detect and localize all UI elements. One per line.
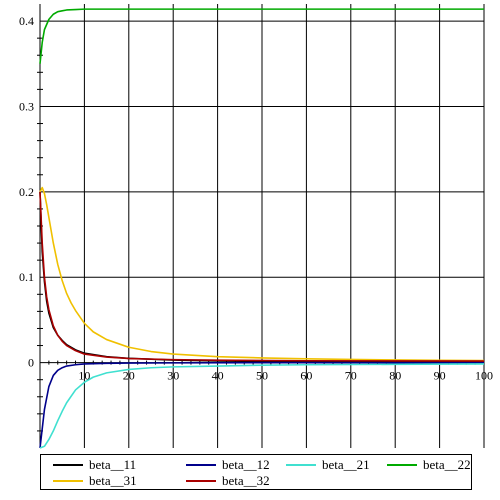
y-tick-label: 0.2	[19, 185, 34, 199]
legend-item: beta__22	[387, 457, 471, 473]
x-tick-label: 60	[300, 369, 312, 383]
legend-swatch	[53, 464, 83, 466]
legend-label: beta__22	[423, 457, 471, 472]
legend-item: beta__32	[186, 473, 270, 489]
legend-item: beta__21	[286, 457, 370, 473]
grid	[40, 4, 485, 448]
y-tick-label: 0.3	[19, 99, 34, 113]
series-line-beta-21	[39, 363, 485, 449]
legend-swatch	[186, 464, 216, 466]
legend-label: beta__12	[222, 457, 270, 472]
x-tick-label: 30	[167, 369, 179, 383]
legend-swatch	[387, 464, 417, 466]
legend-label: beta__21	[322, 457, 370, 472]
legend-label: beta__11	[89, 457, 137, 472]
legend-swatch	[53, 480, 83, 482]
x-tick-label: 10	[78, 369, 90, 383]
series-line-beta-22	[39, 8, 484, 64]
series-line-beta-31	[39, 186, 485, 362]
legend-item: beta__11	[53, 457, 136, 473]
legend-label: beta__31	[89, 473, 137, 488]
legend-label: beta__32	[222, 473, 270, 488]
x-tick-label: 20	[123, 369, 135, 383]
x-tick-label: 50	[256, 369, 268, 383]
y-tick-label: 0.4	[19, 14, 34, 28]
series-line-beta-32	[39, 191, 485, 362]
x-tick-label: 100	[475, 369, 493, 383]
tick-labels: 10 20 30 40 50 60 70 80 90 100 0 0.1 0.2 0.3 0.4	[19, 14, 493, 383]
legend-item: beta__31	[53, 473, 137, 489]
x-tick-label: 40	[212, 369, 224, 383]
x-tick-label: 70	[345, 369, 357, 383]
legend-swatch	[286, 464, 316, 466]
series-line-beta-12	[39, 361, 485, 449]
y-tick-label: 0.1	[19, 270, 34, 284]
y-tick-label: 0	[28, 356, 34, 370]
x-tick-label: 80	[389, 369, 401, 383]
chart-legend: beta__11 beta__12 beta__21 beta__22 beta__31…	[40, 454, 472, 490]
legend-item: beta__12	[186, 457, 270, 473]
series-lines	[39, 8, 485, 449]
legend-swatch	[186, 480, 216, 482]
x-tick-label: 90	[434, 369, 446, 383]
